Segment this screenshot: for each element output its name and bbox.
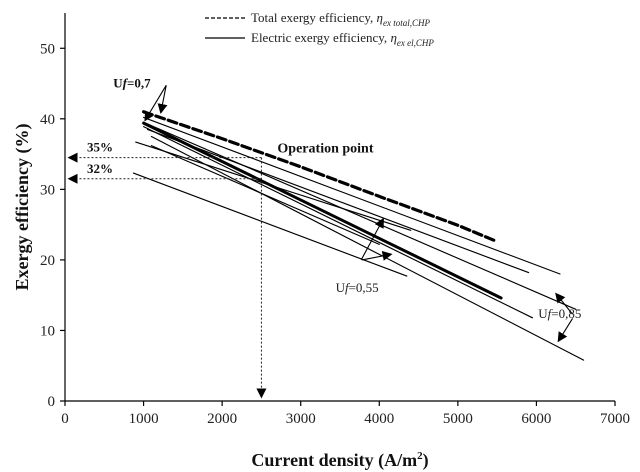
x-tick-label: 4000: [364, 411, 394, 427]
series-line-electric-6: [143, 126, 534, 319]
x-tick-label: 5000: [443, 411, 473, 427]
y-tick-label: 0: [48, 394, 56, 410]
uf-0-85-arrow-upper: [555, 292, 573, 315]
x-axis-title-close: ): [423, 450, 429, 471]
annotation-label-uf-0-7: Uf=0,7: [113, 75, 151, 90]
annotation-label-f: f: [548, 306, 554, 321]
y-tick-label: 20: [40, 253, 55, 269]
series-line-electric-5: [142, 121, 503, 300]
annotation-label-value: =0,7: [127, 75, 151, 90]
x-tick-label: 6000: [521, 411, 551, 427]
y-tick-label: 30: [40, 182, 55, 198]
annotation-label-u: U: [538, 306, 548, 321]
uf-0-55-arrow-lower: [361, 250, 393, 261]
x-axis-title-text: Current density (A/m: [251, 450, 417, 471]
series-line-total-3: [146, 128, 530, 274]
annotation-label-value: =0,55: [349, 280, 379, 295]
annotation-label-uf-0-85: Uf=0,85: [538, 306, 581, 321]
annotation-label-uf-0-55: Uf=0,55: [336, 280, 379, 295]
legend-entry-symbol: η: [390, 30, 396, 45]
x-axis-title: Current density (A/m2): [251, 450, 428, 471]
y-tick-label: 10: [40, 323, 55, 339]
y-tick-label: 40: [40, 112, 55, 128]
electric-efficiency-value-label: 32%: [87, 161, 113, 176]
series-line-total-1: [143, 116, 561, 275]
legend-entry-subscript: ex el,CHP: [397, 38, 434, 48]
x-tick-label: 3000: [286, 411, 316, 427]
annotation-label-u: U: [113, 75, 123, 90]
annotation-label-value: =0,85: [551, 306, 581, 321]
x-tick-label: 7000: [600, 411, 630, 427]
y-axis-title: Exergy efficiency (%): [12, 124, 33, 291]
x-tick-label: 2000: [207, 411, 237, 427]
x-tick-label: 0: [61, 411, 69, 427]
annotation-label-u: U: [336, 280, 346, 295]
legend-entry-symbol: η: [377, 10, 383, 25]
annotation-label-f: f: [123, 75, 129, 90]
series-line-electric-8: [150, 145, 380, 245]
uf-0-7-arrow-lower: [144, 85, 167, 122]
annotation-label-f: f: [345, 280, 351, 295]
legend-entry-0: Total exergy efficiency, ηex total,CHP: [251, 10, 430, 28]
legend-entry-subscript: ex total,CHP: [383, 18, 430, 28]
uf-0-7-arrow-upper: [157, 85, 168, 114]
total-efficiency-value-label: 35%: [87, 140, 113, 155]
uf-0-85-arrow-lower: [557, 318, 574, 343]
series-line-total-2: [143, 121, 577, 310]
legend-entry-1: Electric exergy efficiency, ηex el,CHP: [251, 30, 434, 48]
operation-point-label: Operation point: [277, 142, 373, 157]
series-line-total-0: [142, 110, 499, 244]
uf-0-55-arrow-upper: [360, 217, 384, 261]
legend-entry-text: Total exergy efficiency,: [251, 10, 377, 25]
x-axis-title-superscript: 2: [417, 450, 423, 462]
y-tick-label: 50: [40, 41, 55, 57]
x-tick-label: 1000: [129, 411, 159, 427]
legend-entry-text: Electric exergy efficiency,: [251, 30, 390, 45]
